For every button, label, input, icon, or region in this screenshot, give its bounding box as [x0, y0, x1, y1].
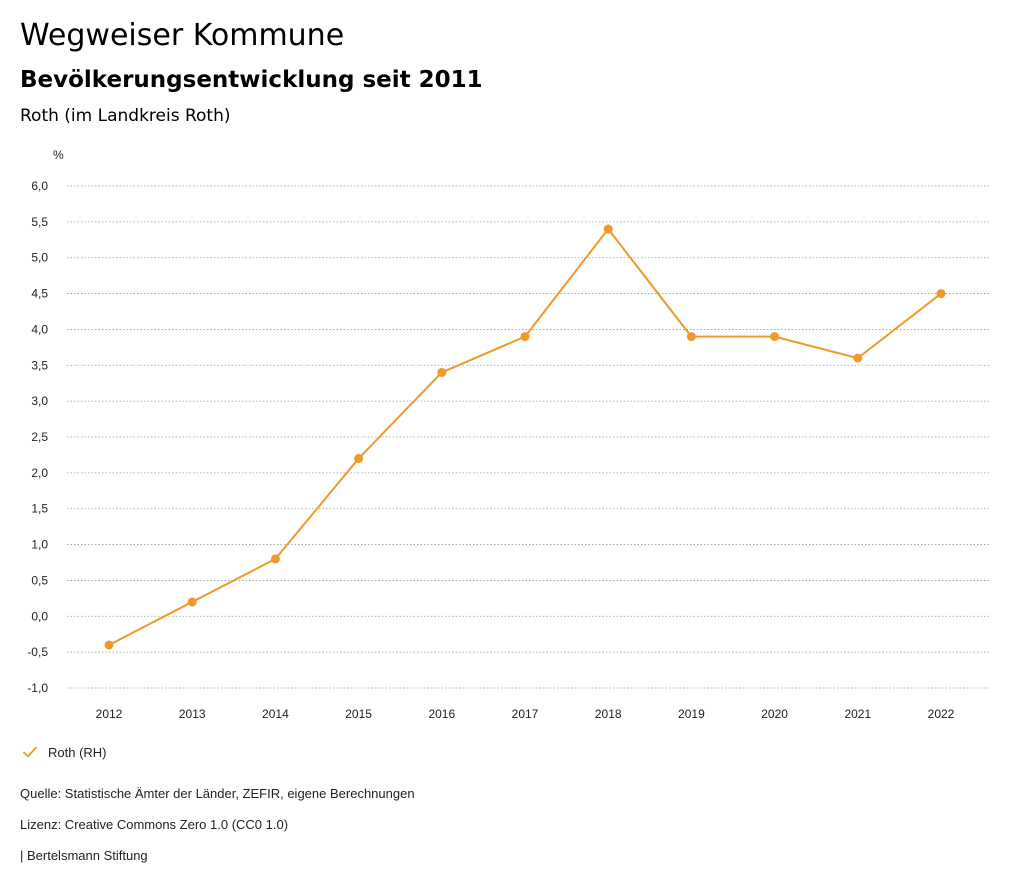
x-tick-label: 2019 — [678, 707, 705, 721]
x-tick-label: 2020 — [761, 707, 788, 721]
x-tick-label: 2015 — [345, 707, 372, 721]
page-title: Wegweiser Kommune — [20, 18, 345, 53]
data-point[interactable] — [686, 332, 696, 342]
x-tick-label: 2017 — [512, 707, 539, 721]
data-point[interactable] — [104, 640, 114, 650]
x-tick-label: 2016 — [428, 707, 455, 721]
y-tick-label: 3,5 — [31, 358, 48, 372]
checkmark-icon — [23, 746, 37, 758]
data-point[interactable] — [520, 332, 530, 342]
y-tick-label: 6,0 — [31, 179, 48, 193]
data-point[interactable] — [437, 367, 447, 377]
x-tick-label: 2012 — [96, 707, 123, 721]
y-axis-unit-label: % — [53, 148, 64, 162]
data-point[interactable] — [770, 332, 780, 342]
legend[interactable]: Roth (RH) — [22, 744, 107, 760]
source-note: Quelle: Statistische Ämter der Länder, Z… — [20, 786, 415, 801]
data-point[interactable] — [936, 289, 946, 299]
region-label: Roth (im Landkreis Roth) — [20, 106, 231, 126]
y-tick-label: 0,5 — [31, 573, 48, 587]
y-tick-label: 1,0 — [31, 538, 48, 552]
y-tick-label: -1,0 — [27, 681, 48, 695]
x-axis: 2012 2013 2014 2015 2016 2017 2018 2019 2020 2021… — [96, 707, 955, 721]
y-tick-label: 4,0 — [31, 322, 48, 336]
y-tick-label: 0,0 — [31, 609, 48, 623]
chart-subtitle: Bevölkerungsentwicklung seit 2011 — [20, 67, 483, 93]
series-roth[interactable] — [104, 224, 946, 650]
y-tick-label: 5,0 — [31, 251, 48, 265]
x-tick-label: 2022 — [928, 707, 955, 721]
y-tick-label: 4,5 — [31, 287, 48, 301]
y-tick-label: 2,0 — [31, 466, 48, 480]
y-tick-label: 5,5 — [31, 215, 48, 229]
y-tick-label: 3,0 — [31, 394, 48, 408]
publisher-note: | Bertelsmann Stiftung — [20, 848, 148, 863]
y-tick-label: -0,5 — [27, 645, 48, 659]
license-note: Lizenz: Creative Commons Zero 1.0 (CC0 1… — [20, 817, 289, 832]
x-tick-label: 2014 — [262, 707, 289, 721]
legend-label: Roth (RH) — [48, 744, 107, 760]
data-point[interactable] — [853, 353, 863, 363]
data-point[interactable] — [354, 454, 364, 464]
data-point[interactable] — [187, 597, 197, 607]
x-tick-label: 2013 — [179, 707, 206, 721]
data-point[interactable] — [270, 554, 280, 564]
y-tick-label: 2,5 — [31, 430, 48, 444]
data-point[interactable] — [603, 224, 613, 234]
x-tick-label: 2021 — [844, 707, 871, 721]
grid-lines — [67, 185, 990, 689]
x-tick-label: 2018 — [595, 707, 622, 721]
y-tick-label: 1,5 — [31, 502, 48, 516]
y-axis: 6,0 5,5 5,0 4,5 4,0 3,5 3,0 2,5 2,0 1,5 1,0 0,5 0,0 -… — [27, 179, 48, 695]
